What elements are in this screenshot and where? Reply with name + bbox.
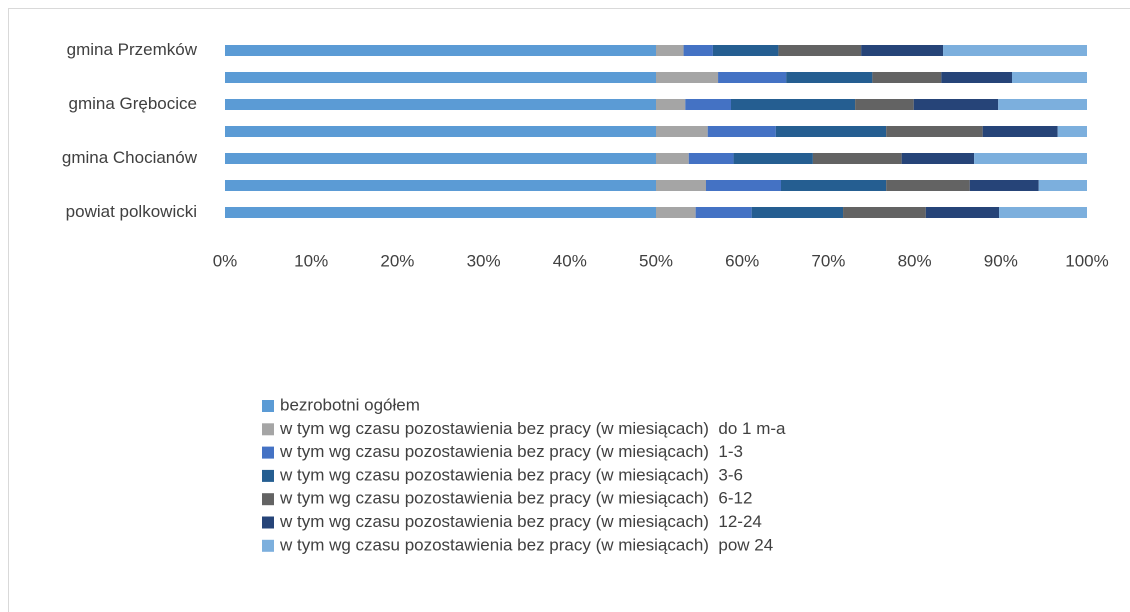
bar-segment [775,126,887,137]
bar-segment [969,180,1039,191]
bar-segment [1038,180,1087,191]
bar-segment [656,180,706,191]
legend-swatch [262,400,274,412]
x-tick-label: 70% [811,251,845,270]
bar-segment [730,99,856,110]
bar-segment [712,45,779,56]
bar-segment [855,99,914,110]
legend-label: w tym wg czasu pozostawienia bez pracy (… [279,489,752,508]
bar-segment [943,45,1087,56]
legend-swatch [262,516,274,529]
bar-segment [901,153,975,164]
bar-segment [941,72,1013,83]
bar-segment [1012,72,1087,83]
x-tick-label: 10% [294,251,328,270]
bar-segment [786,72,873,83]
x-tick-label: 40% [553,251,587,270]
bar-segment [656,126,708,137]
bar-segment [982,126,1058,137]
x-tick-label: 100% [1065,251,1108,270]
bar-segment [705,180,781,191]
x-tick-label: 20% [380,251,414,270]
bar-segment [718,72,787,83]
legend-swatch [262,423,274,436]
bar-segment [974,153,1087,164]
bar-segment [872,72,942,83]
x-tick-label: 30% [467,251,501,270]
bar-segment [707,126,776,137]
bar-segment [685,99,731,110]
x-tick-label: 90% [984,251,1018,270]
bar-segment [225,180,656,191]
legend-swatch [262,469,274,482]
bar-segment [225,99,656,110]
bar-segment [1057,126,1087,137]
chart-border [8,8,1130,612]
legend-label: bezrobotni ogółem [280,395,420,414]
bar-segment [913,99,999,110]
bar-segment [656,72,719,83]
bar-segment [225,153,656,164]
legend-swatch [262,493,274,506]
bar-segment [843,207,926,218]
bar-segment [225,207,656,218]
x-tick-label: 50% [639,251,673,270]
bar-segment [225,72,656,83]
y-tick-label: gmina Grębocice [68,94,197,113]
bar-segment [695,207,752,218]
bar-segment [656,45,684,56]
bar-segment [999,207,1087,218]
y-tick-label: gmina Chocianów [62,148,198,167]
bar-segment [861,45,944,56]
bar-segment [812,153,902,164]
bar-segment [688,153,734,164]
bar-segment [225,126,656,137]
legend-swatch [262,446,274,459]
x-tick-label: 60% [725,251,759,270]
y-tick-label: gmina Przemków [67,40,198,59]
bar-segment [656,99,686,110]
bar-segment [656,207,696,218]
legend-label: w tym wg czasu pozostawienia bez pracy (… [279,465,743,484]
bar-segment [683,45,713,56]
bar-segment [886,180,970,191]
bar-segment [778,45,862,56]
bar-segment [225,45,656,56]
x-tick-label: 80% [898,251,932,270]
legend-label: w tym wg czasu pozostawienia bez pracy (… [279,512,762,531]
x-tick-label: 0% [213,251,238,270]
bar-segment [925,207,1000,218]
y-tick-label: powiat polkowicki [66,202,197,221]
bar-segment [751,207,844,218]
bar-segment [656,153,689,164]
bar-segment [733,153,813,164]
legend-label: w tym wg czasu pozostawienia bez pracy (… [279,442,743,461]
legend-swatch [262,539,274,552]
legend-label: w tym wg czasu pozostawienia bez pracy (… [279,535,773,554]
bar-segment [998,99,1087,110]
bar-segment [780,180,887,191]
legend-label: w tym wg czasu pozostawienia bez pracy (… [279,419,786,438]
bar-segment [886,126,983,137]
